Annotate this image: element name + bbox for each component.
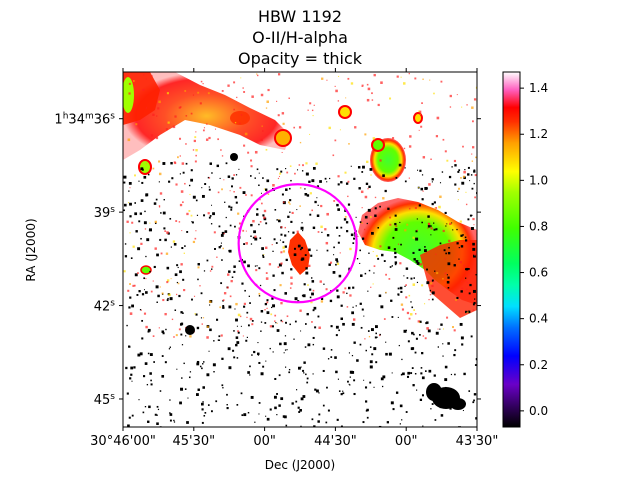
colorbar-tick-label: 1.0	[529, 173, 548, 187]
dark-blob-bottom-right-2	[426, 383, 442, 401]
x-tick-label: 43'30"	[456, 434, 499, 449]
nebula-knot-low-left	[140, 265, 152, 275]
nebula-knot-left	[123, 77, 134, 113]
y-tick-label: 1h​34m​36s​	[54, 112, 115, 128]
nebula-band-upper-left	[123, 72, 290, 160]
x-tick-label: 45'30"	[172, 434, 215, 449]
colorbar-tick-label: 0.2	[529, 358, 548, 372]
x-tick-label: 30°46'00"	[90, 434, 156, 449]
x-axis-label: Dec (J2000)	[265, 458, 335, 472]
y-axis-label: RA (J2000)	[24, 218, 38, 281]
nebula-spot-a	[274, 129, 292, 147]
nebula-right-lower	[420, 240, 477, 318]
dark-pixel-clusters	[185, 153, 466, 410]
colorbar-tick-label: 1.4	[529, 81, 548, 95]
title-line-2: O-II/H-alpha	[252, 28, 348, 47]
aperture-circle	[237, 183, 358, 304]
image-plot	[123, 72, 477, 427]
emission-layer	[123, 72, 477, 318]
x-axis-ticks: 30°46'00" 45'30" 00" 44'30" 00" 43'30"	[90, 68, 498, 449]
x-tick-label: 44'30"	[314, 434, 357, 449]
nebula-spot-b	[338, 105, 352, 119]
plot-frame	[122, 71, 478, 428]
nebula-knot-small	[138, 159, 152, 175]
x-tick-label: 00"	[395, 434, 418, 449]
y-axis-ticks: 1h​34m​36s​ 39s​ 42s​ 45s​	[54, 112, 481, 408]
nebula-knot-tiny	[413, 112, 423, 124]
dark-blob-bottom-right-3	[450, 398, 466, 410]
colorbar-frame	[502, 71, 521, 428]
title: HBW 1192 O-II/H-alpha Opacity = thick	[238, 7, 363, 68]
y-tick-label: 42s​	[94, 299, 116, 315]
colorbar-tick-label: 0.0	[529, 404, 548, 418]
y-tick-label: 39s​	[94, 205, 116, 221]
x-tick-label: 00"	[253, 434, 276, 449]
nebula-spot-c	[230, 111, 250, 125]
y-tick-label: 45s​	[94, 392, 116, 408]
dark-blob-top	[230, 153, 238, 161]
colorbar: 0.0 0.2 0.4 0.6 0.8 1.0 1.2 1.4	[502, 71, 548, 428]
colorbar-tick-label: 0.8	[529, 219, 548, 233]
colorbar-tick-label: 1.2	[529, 127, 548, 141]
colorbar-ticks: 0.0 0.2 0.4 0.6 0.8 1.0 1.2 1.4	[520, 81, 548, 418]
title-line-1: HBW 1192	[258, 7, 342, 26]
dark-blob-left	[185, 325, 195, 335]
colorbar-tick-label: 0.6	[529, 266, 548, 280]
title-line-3: Opacity = thick	[238, 49, 363, 68]
colorbar-gradient	[503, 72, 520, 427]
nebula-knot-top-right	[371, 138, 385, 152]
colorbar-tick-label: 0.4	[529, 312, 548, 326]
pixel-noise-layer	[123, 72, 477, 427]
